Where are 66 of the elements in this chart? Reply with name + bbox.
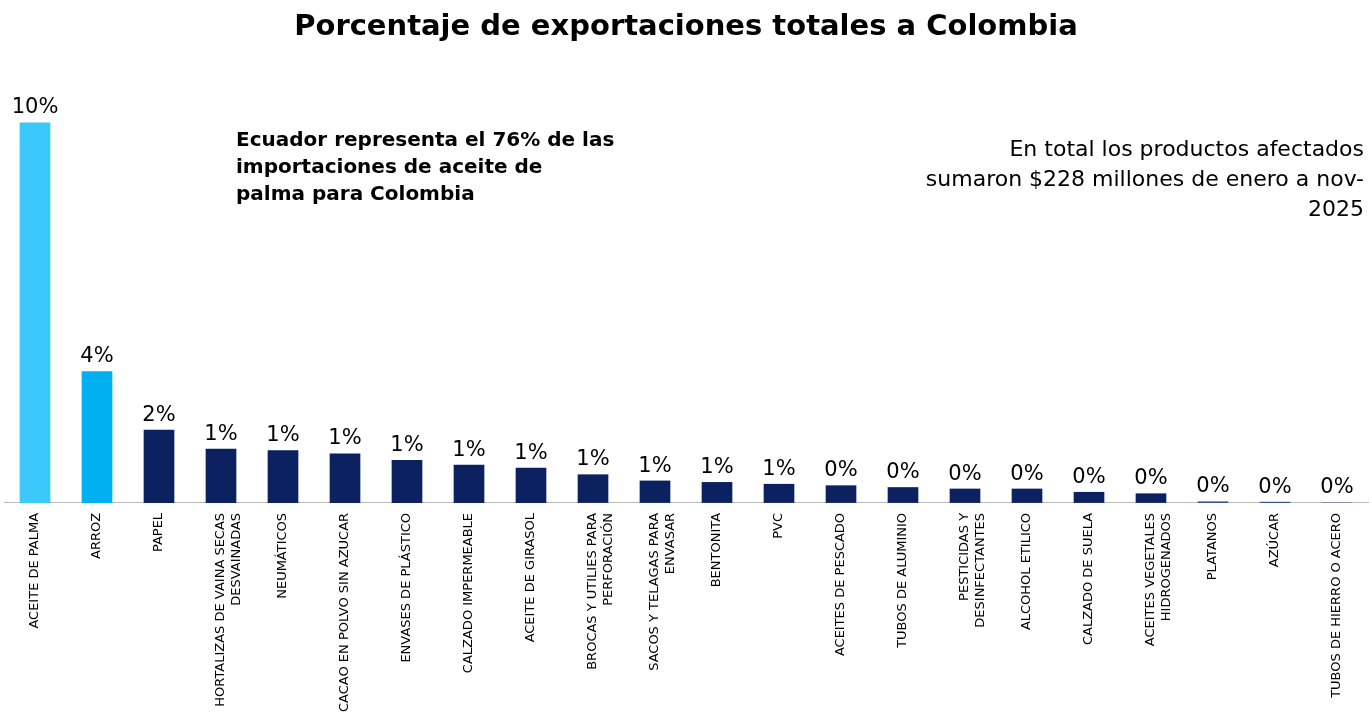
bar (81, 371, 113, 503)
data-label: 0% (1196, 473, 1230, 498)
data-label: 0% (948, 460, 982, 485)
x-tick-label: CALZADO IMPERMEABLE (460, 512, 476, 674)
x-tick-label: CACAO EN POLVO SIN AZUCAR (336, 512, 352, 713)
x-tick-label: TUBOS DE HIERRO O ACERO (1328, 512, 1344, 699)
bar (949, 488, 981, 503)
data-label: 1% (700, 454, 734, 479)
bar (205, 448, 237, 503)
x-tick-label: ARROZ (88, 512, 104, 560)
data-label: 1% (204, 420, 238, 445)
data-label: 0% (1320, 474, 1354, 499)
data-label: 0% (886, 459, 920, 484)
data-label: 2% (142, 401, 176, 426)
chart-title: Porcentaje de exportaciones totales a Colombia (293, 8, 1079, 42)
data-label: 1% (452, 436, 486, 461)
bar (143, 429, 175, 503)
bar (329, 453, 361, 503)
annotation: Ecuador representa el 76% de las importaciones de aceite de palma para Colombia (236, 126, 616, 207)
bar (577, 474, 609, 503)
bar (1135, 493, 1167, 503)
x-tick-label: ALCOHOL ETILICO (1018, 512, 1034, 631)
bar (887, 487, 919, 503)
data-label: 1% (390, 432, 424, 457)
bar (763, 483, 795, 503)
bar (825, 485, 857, 503)
bar (639, 480, 671, 503)
x-tick-label: NEUMÁTICOS (274, 512, 290, 599)
x-tick-label: ACEITES VEGETALES HIDROGENADOS (1142, 512, 1173, 647)
x-tick-label: SACOS Y TELAGAS PARA ENVASAR (646, 512, 677, 671)
bar (515, 467, 547, 503)
data-label: 4% (80, 343, 114, 368)
x-tick-label: BROCAS Y UTILIES PARA PERFORACIÓN (584, 512, 615, 670)
x-tick-label: ACEITES DE PESCADO (832, 512, 848, 657)
bar (19, 122, 51, 503)
bar (1011, 488, 1043, 503)
data-label: 0% (1134, 465, 1168, 490)
bar (391, 460, 423, 503)
bar (453, 464, 485, 503)
data-label: 0% (1258, 473, 1292, 498)
x-tick-label: ENVASES DE PLÁSTICO (398, 512, 414, 663)
x-tick-label: PVC (770, 512, 786, 539)
data-label: 0% (1010, 460, 1044, 485)
bar (701, 482, 733, 503)
data-label: 0% (1072, 463, 1106, 488)
x-tick-label: ACEITE DE GIRASOL (522, 512, 538, 643)
bar (267, 450, 299, 503)
x-tick-label: PAPEL (150, 512, 166, 553)
x-tick-label: AZÚCAR (1266, 512, 1282, 568)
data-label: 1% (266, 422, 300, 447)
x-tick-label: TUBOS DE ALUMINIO (894, 512, 910, 649)
x-tick-label: PLATANOS (1204, 512, 1220, 581)
data-label: 0% (824, 457, 858, 482)
data-label: 1% (514, 439, 548, 464)
annotation: En total los productos afectados sumaron $228 millones de enero a nov-2025 (924, 135, 1364, 223)
data-label: 1% (328, 425, 362, 450)
data-label: 1% (576, 446, 610, 471)
bar (1073, 491, 1105, 503)
x-tick-label: CALZADO DE SUELA (1080, 512, 1096, 646)
x-tick-label: ACEITE DE PALMA (26, 512, 42, 629)
data-label: 1% (638, 452, 672, 477)
data-label: 1% (762, 455, 796, 480)
x-tick-label: HORTALIZAS DE VAINA SECAS DESVAINADAS (212, 512, 243, 707)
x-tick-label: PESTICIDAS Y DESINFECTANTES (956, 512, 987, 628)
data-label: 10% (11, 94, 59, 119)
x-tick-label: BENTONITA (708, 512, 724, 588)
